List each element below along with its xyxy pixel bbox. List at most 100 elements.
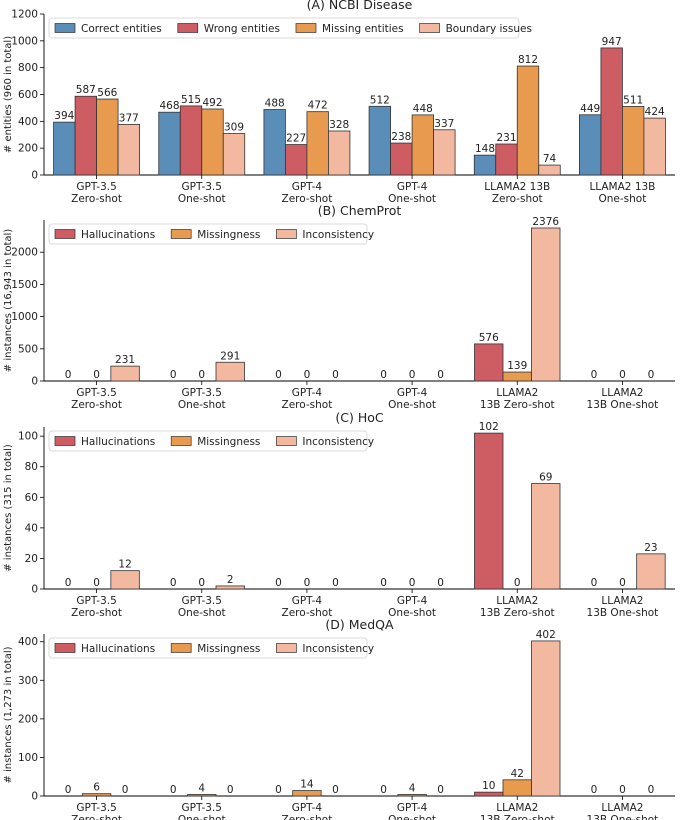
legend: Hallucinations Missingness Inconsistency	[48, 637, 374, 659]
bar-value-label: 512	[370, 94, 390, 106]
chart-panel-1: (A) NCBI Disease 0 200 400 600 800 1000 1200 # e…	[3, 0, 675, 205]
x-tick-label-line: One-shot	[388, 193, 436, 205]
legend-label: Inconsistency	[302, 643, 374, 655]
legend-swatch	[177, 23, 199, 33]
y-tick-label: 1500	[11, 279, 38, 291]
x-tick-label-line: One-shot	[598, 193, 646, 205]
y-tick-label: 600	[18, 89, 38, 101]
bar-value-label: 2376	[532, 216, 559, 228]
chart-panel-2: (B) ChemProt 0 500 1000 1500 2000# instances …	[3, 203, 675, 411]
bar-value-label: 511	[623, 94, 643, 106]
bar-value-label: 0	[332, 577, 339, 589]
bar-inconsistency	[110, 365, 140, 382]
bar-value-label: 492	[202, 97, 222, 109]
x-tick-label: LLAMA2 13B Zero-shot	[480, 387, 555, 411]
bar-value-label: 0	[93, 577, 100, 589]
bar-value-label: 468	[159, 100, 179, 112]
bar-missingness	[187, 794, 217, 797]
chart-title: (B) ChemProt	[318, 203, 402, 218]
bar-boundary-issues	[328, 130, 351, 176]
y-tick-label: 40	[25, 522, 38, 534]
bar-value-label: 0	[170, 784, 177, 796]
x-tick-label-line: Zero-shot	[71, 607, 122, 619]
bar-value-label: 0	[380, 577, 387, 589]
bar-value-label: 0	[93, 369, 100, 381]
x-tick-label: GPT-3.5 One-shot	[178, 387, 226, 411]
bar-value-label: 812	[518, 54, 538, 66]
bar-wrong-entities	[495, 143, 518, 176]
x-tick-label-line: Zero-shot	[71, 399, 122, 411]
legend-swatch	[54, 643, 76, 653]
x-tick-label-line: GPT-3.5	[182, 595, 222, 607]
x-tick-label: GPT-3.5 Zero-shot	[71, 181, 122, 205]
legend-label: Missingness	[197, 229, 260, 241]
bar-value-label: 0	[198, 369, 205, 381]
bar-value-label: 0	[198, 577, 205, 589]
bar-value-label: 231	[115, 354, 135, 366]
legend-swatch	[170, 436, 192, 446]
x-tick-label: LLAMA2 13B One-shot	[587, 802, 659, 820]
y-tick-label: 0	[31, 376, 38, 388]
legend-swatch	[276, 229, 297, 239]
bar-value-label: 394	[54, 110, 74, 122]
bar-missing-entities	[306, 111, 329, 176]
x-tick-label-line: Zero-shot	[71, 814, 122, 820]
bar-wrong-entities	[285, 144, 308, 176]
bar-value-label: 0	[437, 369, 444, 381]
x-tick-label-line: GPT-4	[292, 595, 323, 607]
bar-wrong-entities	[179, 105, 203, 176]
bar-value-label: 0	[591, 369, 598, 381]
bar-value-label: 238	[391, 131, 411, 143]
x-tick-label-line: 13B One-shot	[587, 607, 659, 619]
x-tick-label-line: 13B Zero-shot	[480, 814, 555, 820]
bar-value-label: 0	[65, 577, 72, 589]
bar-inconsistency	[215, 585, 245, 590]
x-tick-label-line: One-shot	[178, 607, 226, 619]
bar-correct-entities	[263, 109, 286, 176]
bar-value-label: 472	[308, 100, 328, 112]
legend-swatch	[54, 436, 76, 446]
bar-boundary-issues	[433, 129, 456, 176]
bar-value-label: 488	[265, 98, 285, 110]
bar-value-label: 0	[409, 369, 416, 381]
bar-missing-entities	[516, 65, 540, 176]
y-tick-label: 500	[18, 343, 38, 355]
bar-value-label: 402	[536, 629, 556, 641]
x-tick-label-line: One-shot	[388, 607, 436, 619]
bar-value-label: 12	[118, 559, 131, 571]
x-tick-label: GPT-4 Zero-shot	[282, 387, 333, 411]
x-tick-label-line: GPT-4	[292, 387, 323, 399]
bar-correct-entities	[473, 154, 497, 176]
y-tick-label: 400	[18, 636, 38, 648]
bar-value-label: 6	[93, 782, 100, 794]
bar-value-label: 231	[496, 132, 516, 144]
y-axis-label: # instances (16,943 in total)	[3, 229, 14, 373]
x-tick-label-line: GPT-3.5	[76, 387, 116, 399]
legend-swatch	[295, 23, 317, 33]
x-tick-label: GPT-4 One-shot	[388, 802, 436, 820]
x-tick-label-line: One-shot	[178, 399, 226, 411]
bar-missingness	[397, 794, 427, 797]
legend: Correct entities Wrong entities Missing en…	[48, 17, 532, 39]
legend-swatch	[419, 23, 440, 33]
bar-correct-entities	[53, 121, 76, 176]
bar-missingness	[502, 779, 532, 797]
bar-value-label: 947	[602, 36, 622, 48]
x-tick-label-line: One-shot	[178, 814, 226, 820]
bar-value-label: 0	[591, 784, 598, 796]
bar-value-label: 515	[181, 94, 201, 106]
bar-value-label: 0	[380, 784, 387, 796]
x-tick-label: GPT-4 One-shot	[388, 181, 436, 205]
bar-inconsistency	[110, 570, 140, 590]
bar-value-label: 42	[511, 768, 524, 780]
bar-correct-entities	[158, 111, 181, 176]
bar-value-label: 0	[304, 577, 311, 589]
bar-value-label: 587	[76, 84, 96, 96]
bar-value-label: 291	[220, 350, 240, 362]
x-tick-label-line: LLAMA2	[601, 595, 643, 607]
legend-swatch	[54, 229, 76, 239]
bar-value-label: 0	[227, 784, 234, 796]
x-tick-label-line: Zero-shot	[282, 814, 333, 820]
x-tick-label-line: One-shot	[178, 193, 226, 205]
